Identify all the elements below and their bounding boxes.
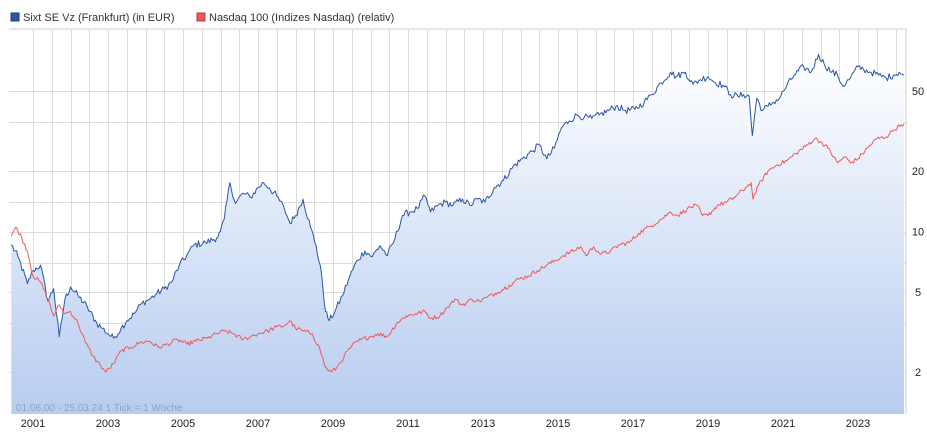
legend-item-nasdaq: Nasdaq 100 (Indizes Nasdaq) (relativ) <box>196 12 394 24</box>
x-tick-label: 2001 <box>21 418 45 430</box>
y-axis: 50 20 10 5 2 <box>912 86 924 379</box>
y-tick-label: 5 <box>915 287 921 299</box>
y-tick-label: 20 <box>912 166 924 178</box>
y-tick-label: 10 <box>912 227 924 239</box>
sixt-price-line <box>10 53 905 339</box>
nasdaq-relative-line <box>10 123 905 373</box>
legend-swatch-sixt <box>10 12 20 22</box>
x-tick-label: 2013 <box>471 418 495 430</box>
x-tick-label: 2005 <box>171 418 195 430</box>
y-tick-label: 50 <box>912 86 924 98</box>
x-tick-label: 2007 <box>246 418 270 430</box>
series-lines <box>10 53 905 373</box>
x-axis: 2001 2003 2005 2007 2009 2011 2013 2015 2017 2019… <box>21 418 870 430</box>
legend-label-sixt: Sixt SE Vz (Frankfurt) (in EUR) <box>23 12 175 24</box>
x-tick-label: 2015 <box>546 418 570 430</box>
x-tick-label: 2023 <box>846 418 870 430</box>
x-tick-label: 2019 <box>696 418 720 430</box>
sixt-area <box>11 54 905 414</box>
x-tick-label: 2009 <box>321 418 345 430</box>
legend-item-sixt: Sixt SE Vz (Frankfurt) (in EUR) <box>10 12 175 24</box>
legend-swatch-nasdaq <box>196 12 206 22</box>
date-range-footnote: 01.06.00 - 25.03.24 1 Tick = 1 Woche <box>16 403 183 414</box>
legend: Sixt SE Vz (Frankfurt) (in EUR) Nasdaq 1… <box>10 12 394 24</box>
x-tick-label: 2017 <box>621 418 645 430</box>
x-tick-label: 2003 <box>96 418 120 430</box>
x-tick-label: 2021 <box>771 418 795 430</box>
y-tick-label: 2 <box>915 367 921 379</box>
sixt-area-fill <box>11 54 905 414</box>
x-tick-label: 2011 <box>396 418 420 430</box>
legend-label-nasdaq: Nasdaq 100 (Indizes Nasdaq) (relativ) <box>209 12 394 24</box>
